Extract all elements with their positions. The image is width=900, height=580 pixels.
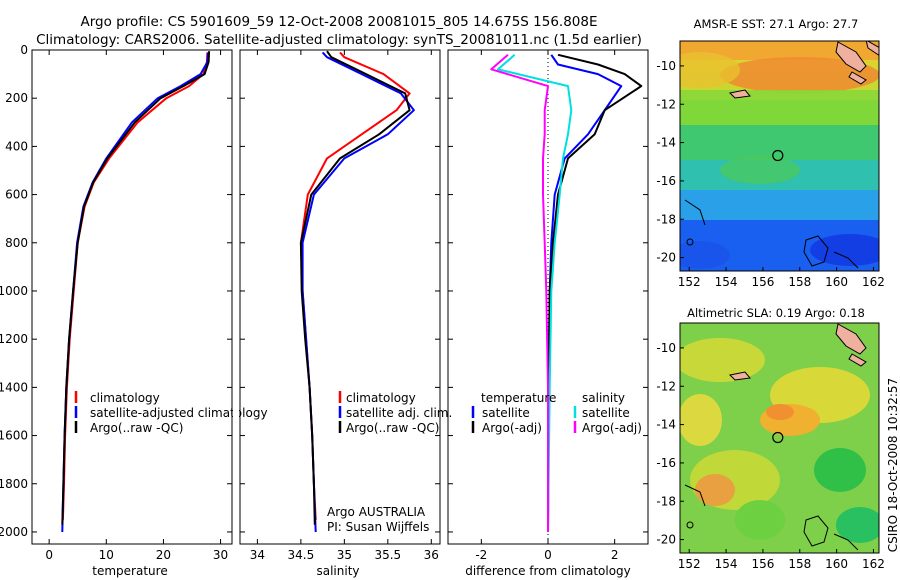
legend-label-climatology: climatology — [346, 391, 416, 405]
sst-x-tick-label: 162 — [862, 275, 885, 289]
sla-x-tick-label: 156 — [751, 557, 774, 571]
sst-x-tick-label: 160 — [825, 275, 848, 289]
sst-y-tick-label: -16 — [656, 174, 676, 188]
series-line-argo-raw-qc — [61, 51, 211, 525]
difference-axes: -2 0 2 — [448, 49, 648, 562]
legend-label-salinity-argo: Argo(-adj) — [582, 421, 642, 435]
temperature-x-tick-label: 10 — [99, 548, 114, 562]
temperature-panel-frame — [31, 49, 233, 545]
difference-x-tick-label: 0 — [544, 548, 552, 562]
legend-label-climatology: climatology — [90, 391, 160, 405]
series-line-temperature-argo-adj — [547, 53, 643, 533]
legend-label-temperature-argo: Argo(-adj) — [482, 421, 542, 435]
salinity-series — [299, 50, 415, 533]
temperature-y-tick-label: 800 — [5, 236, 28, 250]
sla-y-tick-label: -20 — [656, 533, 676, 547]
sla-x-tick-label: 162 — [862, 557, 885, 571]
sst-map-frame — [679, 40, 880, 272]
temperature-y-tick-label: 400 — [5, 139, 28, 153]
legend-header-temperature: temperature — [481, 391, 556, 405]
temperature-y-tick-label: 0 — [20, 43, 28, 57]
side-caption: CSIRO 18-Oct-2008 10:32:57 — [886, 378, 900, 552]
difference-xlabel: difference from climatology — [465, 564, 631, 578]
salinity-x-tick-label: 35.5 — [374, 548, 401, 562]
figure-title-line1: Argo profile: CS 5901609_59 12-Oct-2008 … — [80, 14, 597, 30]
legend-label-satellite-adj: satellite adj. clim. — [346, 406, 452, 420]
sla-profile-location-marker — [772, 431, 784, 444]
temperature-x-tick-label: 0 — [45, 548, 53, 562]
salinity-x-tick-label: 34 — [250, 548, 265, 562]
sst-map — [680, 41, 879, 271]
sst-y-tick-label: -12 — [656, 97, 676, 111]
series-line-salinity-satellite — [497, 54, 573, 533]
sla-map-title: Altimetric SLA: 0.19 Argo: 0.18 — [687, 306, 865, 320]
salinity-xlabel: salinity — [316, 564, 359, 578]
salinity-x-tick-label: 36 — [424, 548, 439, 562]
salinity-legend: climatology satellite adj. clim. Argo(..… — [338, 391, 452, 435]
series-line-argo-raw-qc — [299, 50, 411, 525]
salinity-panel-frame — [239, 49, 441, 545]
difference-x-tick-label: -2 — [475, 548, 487, 562]
legend-label-argo: Argo(..raw -QC) — [346, 421, 439, 435]
temperature-y-tick-label: 200 — [5, 91, 28, 105]
sla-x-tick-label: 154 — [715, 557, 738, 571]
salinity-axes: 34 34.5 35 35.5 36 — [240, 49, 440, 562]
series-line-salinity-argo-adj — [490, 54, 549, 532]
sst-y-tick-label: -20 — [656, 251, 676, 265]
sst-map-title: AMSR-E SST: 27.1 Argo: 27.7 — [694, 17, 859, 31]
legend-label-salinity-satellite: satellite — [582, 406, 630, 420]
sla-map-frame — [679, 322, 880, 554]
salinity-x-tick-label: 34.5 — [288, 548, 315, 562]
sst-x-tick-label: 154 — [715, 275, 738, 289]
series-line-temperature-satellite — [547, 54, 623, 533]
sla-x-tick-label: 160 — [825, 557, 848, 571]
sla-x-tick-label: 152 — [678, 557, 701, 571]
temperature-axes: 0 10 20 30 0 200 400 600 800 1000 1200 1400 1600 1800… — [0, 43, 232, 562]
sst-x-tick-label: 152 — [678, 275, 701, 289]
legend-overflow-mask — [233, 395, 239, 435]
temperature-y-tick-label: 600 — [5, 188, 28, 202]
legend-label-argo: Argo(..raw -QC) — [90, 421, 183, 435]
sst-y-tick-label: -18 — [656, 212, 676, 226]
temperature-xlabel: temperature — [92, 564, 167, 578]
legend-header-salinity: salinity — [582, 391, 625, 405]
sla-y-tick-label: -18 — [656, 494, 676, 508]
sla-y-tick-label: -14 — [656, 418, 676, 432]
sst-x-tick-label: 158 — [788, 275, 811, 289]
sla-y-tick-label: -12 — [656, 379, 676, 393]
temperature-legend: climatology satellite-adjusted climatolo… — [74, 391, 268, 435]
sst-profile-location-marker — [772, 149, 784, 162]
series-line-satellite-adj-clim — [301, 51, 415, 533]
sla-x-tick-label: 158 — [788, 557, 811, 571]
temperature-y-tick-label: 1200 — [0, 332, 28, 346]
salinity-x-tick-label: 35 — [337, 548, 352, 562]
difference-legend: temperature satellite Argo(-adj) salinit… — [471, 391, 642, 435]
float-program-label: Argo AUSTRALIA — [327, 505, 426, 519]
sst-x-tick-label: 156 — [751, 275, 774, 289]
temperature-y-tick-label: 1600 — [0, 429, 28, 443]
temperature-x-tick-label: 30 — [213, 548, 228, 562]
sst-y-tick-label: -14 — [656, 136, 676, 150]
sst-map-axes: 152 154 156 158 160 162 -10 -12 -14 -16 -18 -20 — [656, 59, 885, 289]
sla-y-tick-label: -16 — [656, 456, 676, 470]
temperature-y-tick-label: 1400 — [0, 380, 28, 394]
legend-label-temperature-satellite: satellite — [482, 406, 530, 420]
sla-y-tick-label: -10 — [656, 341, 676, 355]
pi-label: PI: Susan Wijffels — [327, 520, 429, 534]
temperature-y-tick-label: 2000 — [0, 525, 28, 539]
sla-map-axes: 152 154 156 158 160 162 -10 -12 -14 -16 -18 -20 — [656, 341, 885, 571]
temperature-y-tick-label: 1800 — [0, 477, 28, 491]
temperature-series — [61, 51, 211, 533]
legend-label-satellite-adjusted: satellite-adjusted climatology — [90, 406, 268, 420]
difference-series — [490, 53, 643, 533]
sla-map — [680, 323, 879, 553]
temperature-x-tick-label: 20 — [156, 548, 171, 562]
difference-x-tick-label: 2 — [611, 548, 619, 562]
figure-title-line2: Climatology: CARS2006. Satellite-adjuste… — [36, 32, 642, 48]
sst-y-tick-label: -10 — [656, 59, 676, 73]
temperature-y-tick-label: 1000 — [0, 284, 28, 298]
